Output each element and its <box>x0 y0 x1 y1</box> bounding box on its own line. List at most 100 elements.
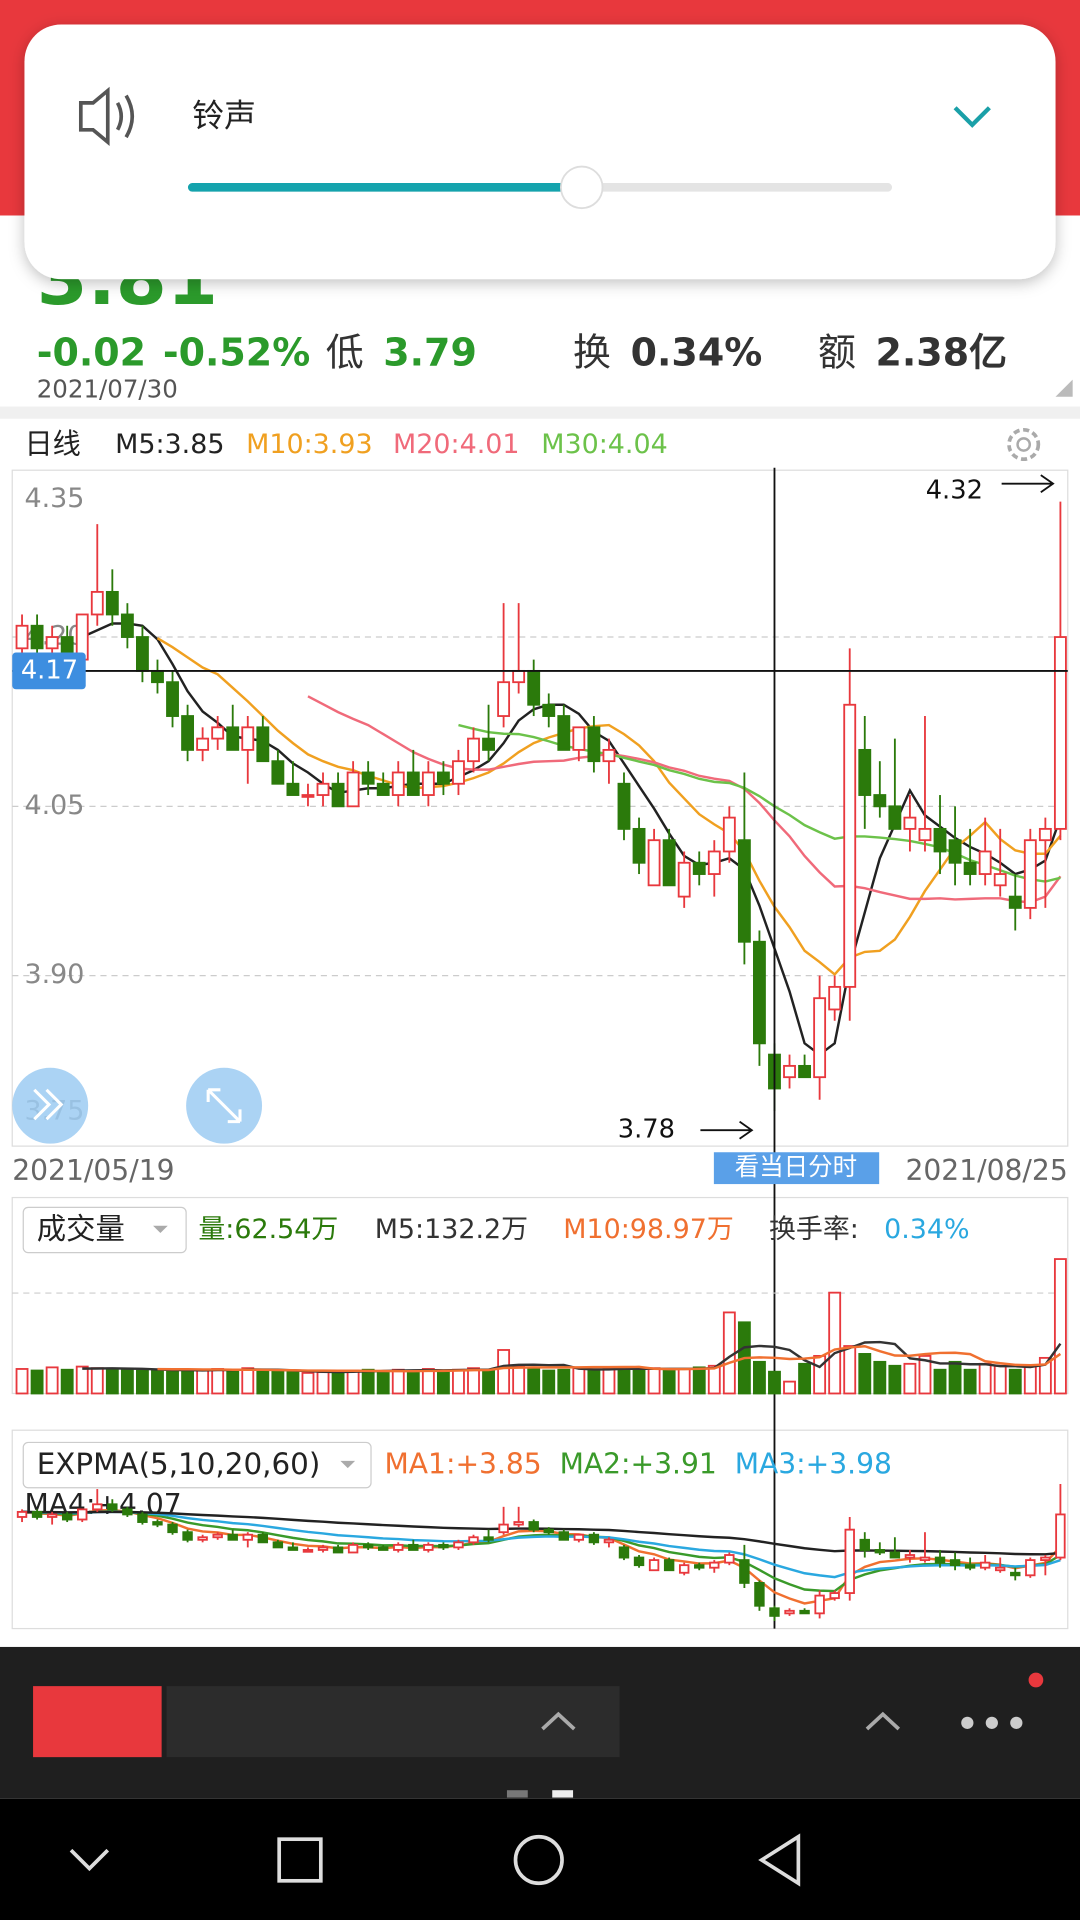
ma-line <box>81 622 1062 1057</box>
candle-body <box>843 703 857 988</box>
volume-bar <box>1053 1258 1067 1395</box>
badge <box>1028 1672 1044 1688</box>
candle-body <box>648 1559 660 1572</box>
candle-body <box>301 794 315 798</box>
max-label: 4.32 <box>926 476 983 506</box>
candle-body <box>587 726 601 763</box>
candle-body <box>527 669 541 706</box>
selector-caret <box>153 1225 168 1234</box>
volume-bar <box>452 1368 465 1395</box>
candle-body <box>467 737 480 763</box>
volume-bar <box>602 1368 616 1395</box>
nav-recent[interactable] <box>277 1837 323 1883</box>
candle-body <box>122 1508 133 1516</box>
volume-bar <box>903 1362 917 1395</box>
candle-body <box>934 1556 946 1564</box>
volume-bar <box>256 1369 270 1395</box>
candle-body <box>362 1543 374 1549</box>
nav-home[interactable] <box>513 1834 564 1886</box>
tab-active[interactable] <box>33 1686 162 1758</box>
volume-bar <box>60 1368 74 1395</box>
popup-label: 铃声 <box>192 97 256 135</box>
settings-icon[interactable] <box>1007 427 1041 462</box>
volume-bar <box>843 1345 857 1395</box>
volume-bar <box>1008 1368 1022 1395</box>
nav-back[interactable] <box>758 1833 801 1887</box>
intraday-button[interactable] <box>713 1152 880 1185</box>
candle-body <box>31 1510 43 1518</box>
volume-bar <box>1038 1356 1052 1395</box>
candle-body <box>272 1541 284 1549</box>
candle-body <box>181 715 195 751</box>
selector[interactable] <box>22 1206 187 1254</box>
min-label: 3.78 <box>618 1115 675 1145</box>
caret <box>865 1711 901 1731</box>
date: 2021/07/30 <box>37 375 178 404</box>
candle-body <box>632 827 646 864</box>
ma-line <box>307 695 1062 904</box>
volume-bar <box>316 1371 330 1395</box>
candle-body <box>452 760 465 785</box>
slider-thumb[interactable] <box>559 165 604 210</box>
legend-entry: MA1:+3.85 <box>384 1448 541 1481</box>
candle-body <box>286 782 300 796</box>
expand-icon[interactable] <box>953 106 991 128</box>
float-button[interactable] <box>12 1067 89 1144</box>
float-icon <box>206 1088 242 1124</box>
candle-body <box>15 624 29 650</box>
candle-body <box>722 816 736 853</box>
candle-body <box>316 782 330 796</box>
volume-bar <box>632 1368 646 1395</box>
x-start-label: 2021/05/19 <box>12 1154 174 1187</box>
volume-bar <box>512 1364 526 1395</box>
expma-line <box>22 1510 1061 1556</box>
crosshair-tag <box>12 652 86 690</box>
speaker-icon <box>78 86 135 146</box>
more-button[interactable] <box>961 1716 1023 1729</box>
candle-body <box>919 1556 931 1562</box>
candle-body <box>964 1564 976 1569</box>
legend-entry: M10:3.93 <box>246 429 372 460</box>
selector-caret <box>340 1460 356 1469</box>
selector[interactable] <box>22 1441 372 1489</box>
candle-body <box>633 1556 645 1567</box>
candle-body <box>814 1594 825 1615</box>
candle-body <box>196 737 210 751</box>
candle-body <box>918 827 932 842</box>
candle-body <box>798 1064 812 1079</box>
candle-body <box>197 1536 208 1541</box>
candle-body <box>77 1508 88 1521</box>
nav-down[interactable] <box>69 1848 110 1872</box>
volume-bar <box>75 1365 89 1395</box>
candle-body <box>694 1564 705 1569</box>
candle-body <box>829 1592 840 1600</box>
candle-body <box>1023 839 1037 909</box>
page-dot <box>552 1790 574 1798</box>
candle-body <box>949 1559 961 1567</box>
candle-body <box>662 839 676 887</box>
legend-entry: MA3:+3.98 <box>735 1448 892 1481</box>
legend-entry: M30:4.04 <box>541 429 668 460</box>
volume-bar <box>948 1360 962 1395</box>
turnover: 0.34% <box>631 331 763 375</box>
candle-body <box>257 1533 269 1544</box>
price-frame <box>11 469 1069 1147</box>
candle-body <box>61 1513 73 1521</box>
x-end-label: 2021/08/25 <box>905 1154 1067 1187</box>
volume-bar <box>768 1370 781 1395</box>
volume-bar <box>166 1370 179 1395</box>
volume-bar <box>828 1291 842 1395</box>
candle-body <box>828 985 842 1011</box>
candle-body <box>588 1533 600 1544</box>
candle-body <box>332 1546 344 1554</box>
volume-bar <box>993 1364 1007 1395</box>
candle-body <box>212 1533 223 1539</box>
candle-body <box>241 726 255 751</box>
volume-bar <box>421 1368 435 1395</box>
candle-body <box>844 1528 855 1594</box>
volume-bar <box>692 1366 706 1395</box>
volume-bar <box>527 1368 541 1395</box>
candle-body <box>227 1533 238 1541</box>
